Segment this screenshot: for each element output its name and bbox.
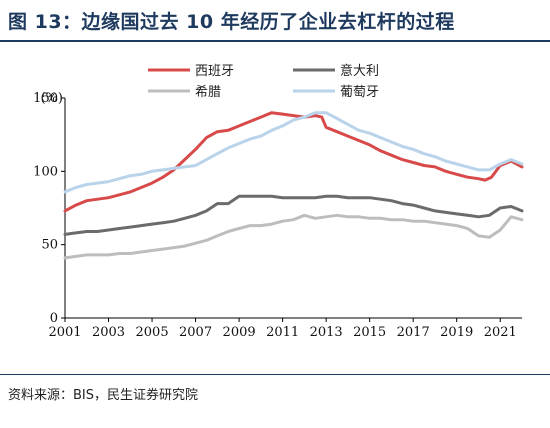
title-divider <box>0 40 550 42</box>
line-chart: 0 50 100 150(%) 2001 2003 2005 2007 2009 2011 2013… <box>33 63 524 340</box>
chart-title: 图 13：边缘国过去 10 年经历了企业去杠杆的过程 <box>8 11 455 33</box>
x-tick-label: 2009 <box>223 325 256 340</box>
x-tick-label: 2005 <box>136 325 169 340</box>
source-divider <box>0 374 550 375</box>
x-tick-label: 2021 <box>484 325 517 340</box>
x-tick-label: 2003 <box>92 325 125 340</box>
x-tick-label: 2015 <box>353 325 386 340</box>
x-tick-label: 2011 <box>266 325 299 340</box>
source-note: 资料来源：BIS，民生证券研究院 <box>8 388 199 403</box>
y-tick-label: 50 <box>41 238 58 253</box>
x-tick-label: 2007 <box>179 325 212 340</box>
series-lines <box>63 111 524 260</box>
x-tick-label: 2001 <box>48 325 81 340</box>
series-line-3 <box>63 213 524 260</box>
legend-label: 意大利 <box>340 63 379 79</box>
axes: 0 50 100 150(%) 2001 2003 2005 2007 2009 2011 2013… <box>33 91 522 340</box>
y-unit-label: (%) <box>41 91 64 106</box>
y-tick-label: 150 <box>33 91 58 106</box>
series-line-4 <box>63 111 524 194</box>
legend-label: 西班牙 <box>195 64 234 79</box>
x-tick-label: 2017 <box>397 325 430 340</box>
y-tick-label: 0 <box>50 311 58 326</box>
x-tick-label: 2019 <box>440 325 473 340</box>
legend-label: 希腊 <box>195 85 221 100</box>
legend-label: 葡萄牙 <box>340 85 379 100</box>
series-line-2 <box>63 194 524 236</box>
x-tick-label: 2013 <box>310 325 343 340</box>
y-tick-label: 100 <box>33 164 58 179</box>
